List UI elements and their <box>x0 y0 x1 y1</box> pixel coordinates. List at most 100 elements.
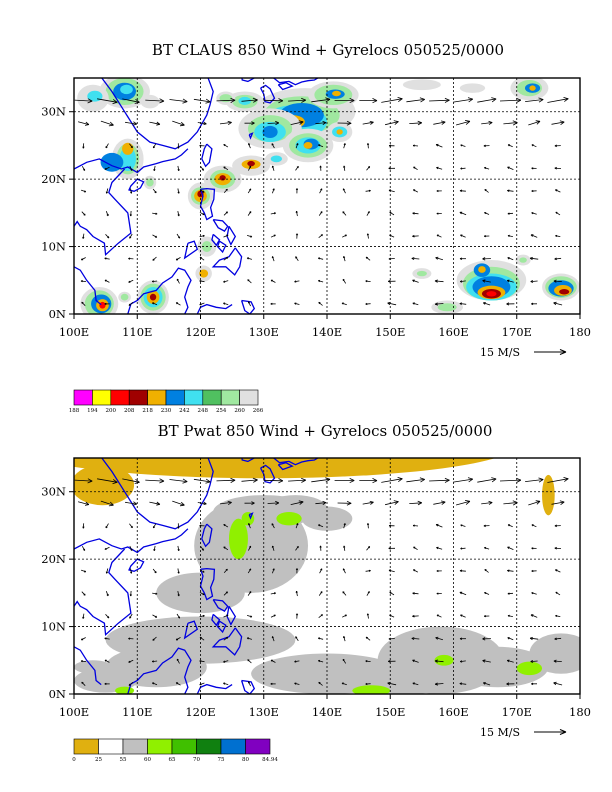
wind-vector <box>100 500 114 507</box>
pwat-title: BT Pwat 850 Wind + Gyrelocs 050525/0000 <box>158 422 493 440</box>
wind-vector <box>319 568 323 574</box>
coastline-segment <box>74 646 102 686</box>
wind-vector <box>342 278 347 284</box>
wind-vector <box>507 524 513 528</box>
coastline-segment <box>196 683 233 694</box>
wind-vector <box>104 546 110 550</box>
cloud-region <box>100 152 124 172</box>
wind-vector <box>295 613 299 619</box>
wind-vector <box>248 523 251 529</box>
wind-vector <box>318 144 324 148</box>
wind-vector <box>342 658 347 664</box>
wind-vector <box>436 234 442 238</box>
wind-vector <box>507 166 514 170</box>
x-tick-label: 180 <box>569 705 591 719</box>
wind-vector <box>436 614 442 618</box>
colorbar-swatch <box>184 389 204 406</box>
colorbar-label: 75 <box>218 757 225 763</box>
wind-vector <box>477 97 497 103</box>
wind-vector <box>145 478 165 484</box>
coastline-segment <box>196 303 233 314</box>
wind-vector <box>459 302 467 306</box>
wind-vector <box>248 143 251 149</box>
wind-vector <box>366 166 371 171</box>
wind-vector <box>412 302 419 306</box>
moisture-region <box>542 474 555 516</box>
wind-vector <box>248 545 252 551</box>
wind-vector <box>128 257 134 260</box>
wind-vector <box>366 523 370 529</box>
wind-vector <box>483 682 491 686</box>
colorbar-label: 25 <box>95 757 102 763</box>
wind-vector <box>460 144 466 147</box>
moisture-region <box>74 464 135 506</box>
y-tick-label: 10N <box>41 240 66 254</box>
y-tick-label: 20N <box>41 172 66 186</box>
wind-vector <box>104 166 110 170</box>
wind-vector <box>318 301 323 306</box>
wind-vector <box>200 546 204 551</box>
wind-vector <box>365 636 371 641</box>
wind-vector <box>105 188 109 194</box>
wind-vector <box>385 500 399 506</box>
moisture-region <box>447 646 549 688</box>
wind-vector <box>100 120 114 127</box>
coastline-segment <box>211 627 243 656</box>
wind-vector <box>342 211 347 216</box>
colorbar-label: 60 <box>144 757 151 763</box>
wind-vector <box>129 523 133 529</box>
wind-vector <box>413 166 418 171</box>
wind-vector <box>80 637 86 641</box>
colorbar-label: 254 <box>216 408 227 414</box>
cloud-region <box>247 160 255 167</box>
wind-vector <box>271 523 275 529</box>
wind-vector <box>553 659 562 663</box>
wind-vector <box>412 682 419 686</box>
wind-vector <box>295 165 299 171</box>
wind-vector <box>530 234 538 238</box>
wind-vector <box>553 301 563 306</box>
wind-vector <box>412 659 419 663</box>
wind-vector <box>481 500 493 505</box>
wind-vector <box>507 592 514 595</box>
colorbar-swatch <box>171 738 197 755</box>
wind-vector <box>318 279 324 283</box>
colorbar-label: 194 <box>87 408 98 414</box>
wind-vector <box>151 660 158 663</box>
colorbar-swatch <box>220 738 246 755</box>
wind-vector <box>507 546 514 550</box>
wind-vector <box>153 165 156 172</box>
wind-vector <box>531 167 537 170</box>
wind-vector <box>365 256 371 261</box>
wind-vector <box>482 637 491 641</box>
wind-vector <box>319 165 322 171</box>
wind-vector <box>366 211 370 216</box>
wind-vector <box>459 591 467 596</box>
wind-vector <box>412 212 419 215</box>
wind-vector <box>459 189 466 193</box>
wind-vector <box>151 280 158 283</box>
wind-vector <box>152 682 158 686</box>
wind-vector <box>80 280 87 283</box>
wind-vector <box>507 189 514 193</box>
wind-vector <box>175 682 181 686</box>
wind-vector <box>435 256 444 261</box>
wind-vector <box>531 547 537 550</box>
colorbar-label: 84.94 <box>262 757 278 763</box>
colorbar-label: 80 <box>242 757 249 763</box>
coastline-segment <box>211 613 221 627</box>
cloud-region <box>519 257 527 263</box>
coastline-segment <box>211 247 243 276</box>
cloud-region <box>459 83 486 93</box>
wind-vector <box>453 477 474 483</box>
wind-vector <box>270 682 276 685</box>
wind-vector <box>531 682 538 686</box>
wind-vector <box>294 660 300 663</box>
wind-vector <box>247 188 252 194</box>
colorbar-swatch <box>122 738 148 755</box>
coastline-segment <box>211 233 221 247</box>
wind-vector <box>388 167 396 170</box>
x-tick-label: 100E <box>59 325 89 339</box>
wind-vector <box>388 189 395 193</box>
pwat-axes: 100E 110E 120E 130E 140E 150E 160E 170E 180 0N 10N… <box>41 485 591 719</box>
